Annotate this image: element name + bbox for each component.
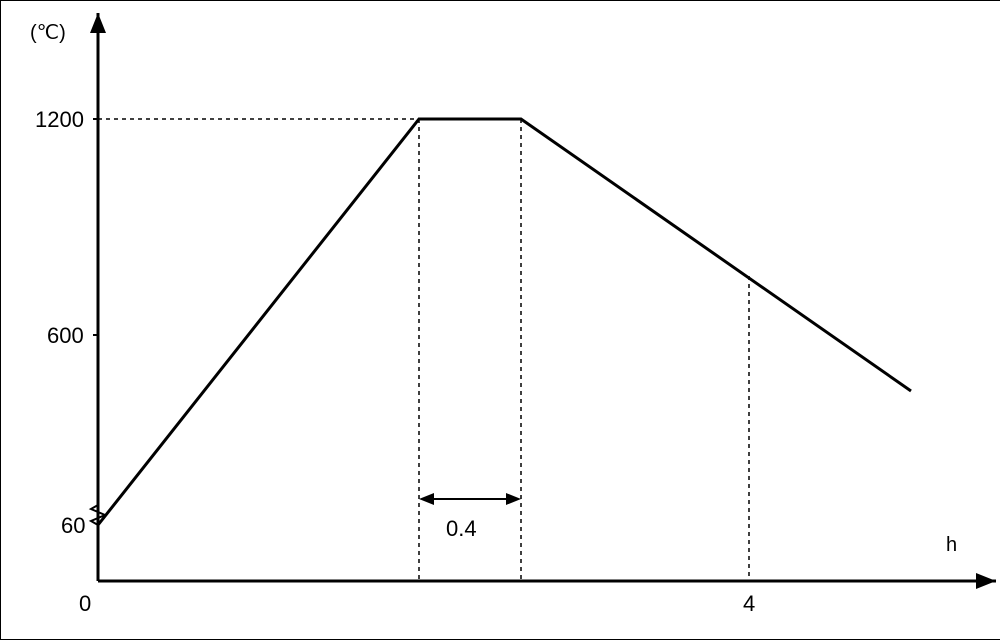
x-origin-label: 0	[79, 591, 91, 616]
x-axis-label: h	[946, 534, 957, 556]
y-axis-arrow	[90, 13, 106, 33]
hold-arrow-left	[419, 493, 434, 505]
y-tick-label-60: 60	[61, 513, 85, 538]
hold-arrow-right	[506, 493, 521, 505]
x-tick-label-4: 4	[743, 591, 755, 616]
y-tick-label-1200: 1200	[35, 107, 84, 132]
hold-duration-label: 0.4	[446, 516, 477, 541]
x-axis-arrow	[976, 573, 996, 589]
y-axis-label: (℃)	[30, 22, 66, 44]
temperature-curve	[98, 119, 911, 525]
y-tick-label-600: 600	[47, 323, 84, 348]
temperature-chart: (℃) 1200 600 60 0 0.4 4 h	[1, 1, 1000, 639]
chart-container: (℃) 1200 600 60 0 0.4 4 h	[0, 0, 1000, 640]
